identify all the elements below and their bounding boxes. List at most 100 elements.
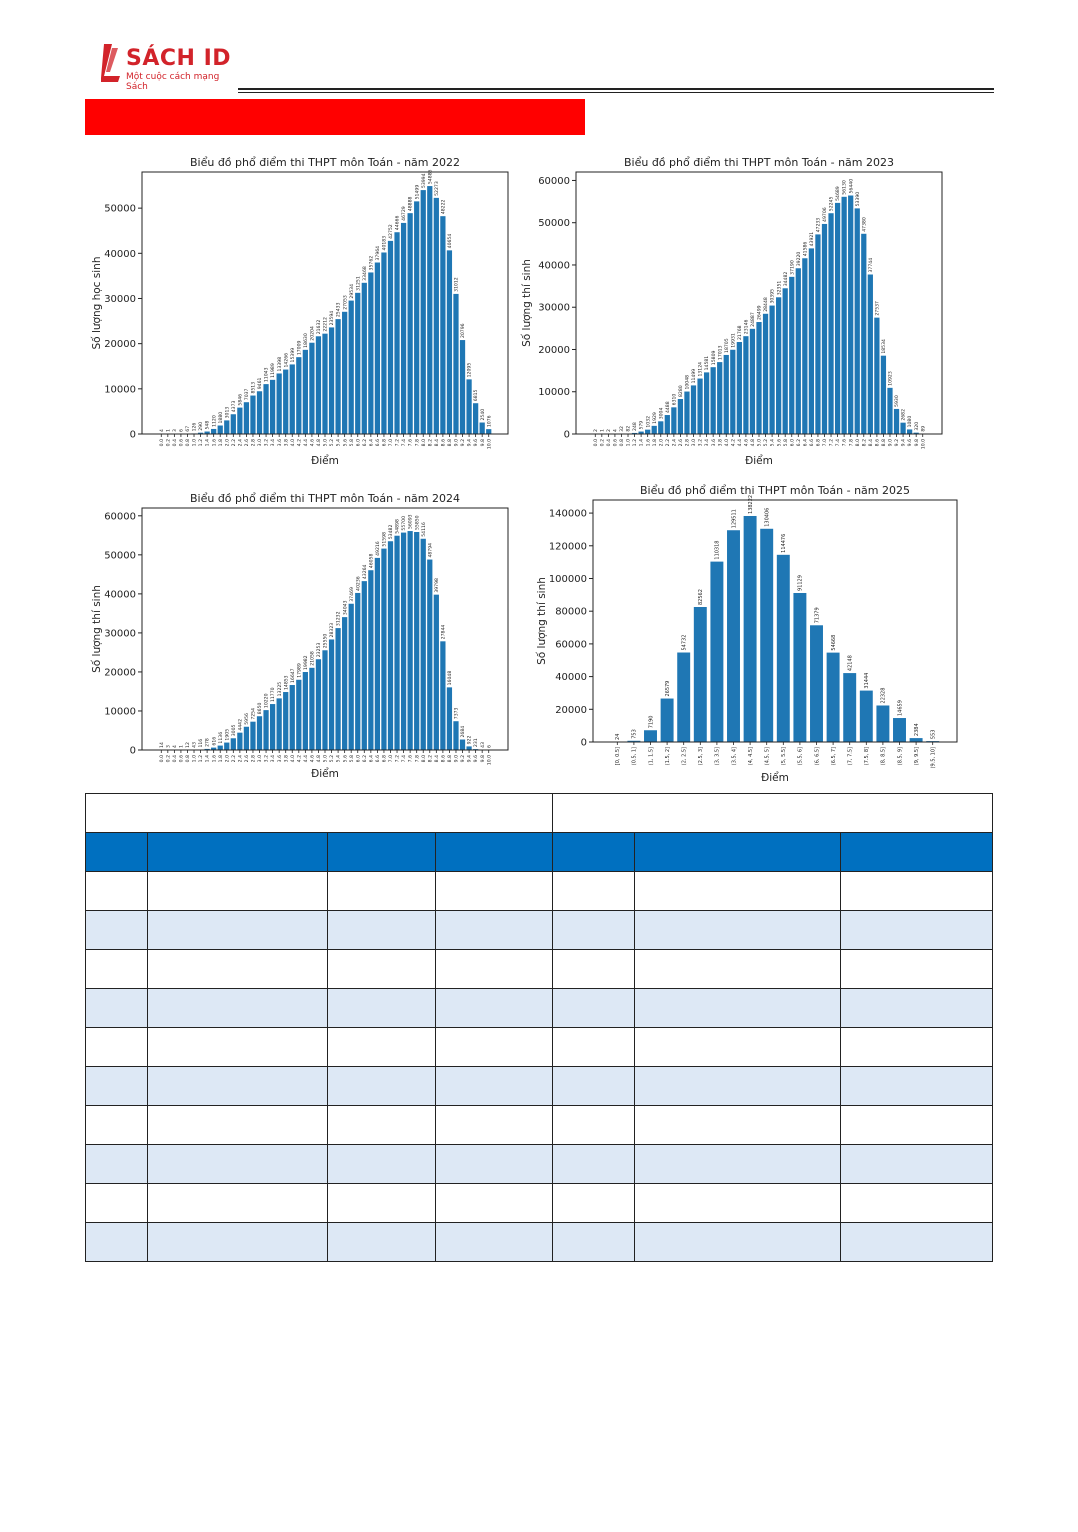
- x-tick-label: 0.0: [159, 439, 165, 446]
- x-tick-label: 10.0: [486, 755, 492, 765]
- plot-frame: [141, 507, 509, 751]
- bar: [710, 561, 724, 742]
- table-row: [85, 871, 994, 911]
- x-tick-label: 1.0: [626, 439, 632, 446]
- x-tick-label: 8.2: [861, 439, 867, 446]
- bar: [269, 379, 276, 434]
- bar: [810, 625, 823, 742]
- bar-value-label: 753: [632, 729, 638, 739]
- x-tick-label: 8.8: [881, 439, 887, 446]
- plot-frame: [141, 171, 509, 435]
- x-axis-label: Điểm: [311, 454, 339, 467]
- bar: [743, 336, 749, 434]
- bar: [466, 379, 472, 434]
- bar: [440, 641, 446, 750]
- bar-value-label: 7190: [648, 716, 654, 729]
- bar: [197, 432, 204, 434]
- bar-value-label: 49706: [822, 207, 828, 222]
- x-tick-label: 4.8: [316, 439, 322, 446]
- bar: [420, 190, 426, 434]
- x-tick-label: 9.6: [473, 439, 479, 446]
- bar: [342, 617, 348, 750]
- x-tick-label: 4.0: [724, 439, 730, 446]
- bar-value-label: 11043: [264, 367, 270, 382]
- x-tick-label: (1.5, 2]: [665, 747, 671, 765]
- bar: [690, 385, 697, 434]
- bar-value-label: 17989: [296, 663, 302, 678]
- x-tick-label: (9, 9.5]: [914, 747, 920, 765]
- bar-value-label: 13225: [277, 682, 283, 697]
- table-header-row: [85, 832, 994, 872]
- x-tick-label: 3.0: [691, 439, 697, 446]
- bar-value-label: 12095: [467, 363, 473, 378]
- x-tick-label: 3.0: [257, 439, 263, 446]
- x-tick-label: 6.8: [382, 439, 388, 446]
- bar-value-label: 52245: [829, 197, 835, 212]
- bar: [627, 740, 641, 742]
- x-tick-label: 0.0: [159, 755, 165, 762]
- x-tick-label: 6.4: [368, 439, 374, 446]
- table-row: [85, 1066, 994, 1106]
- bar-value-label: 126: [192, 423, 198, 432]
- x-tick-label: 7.2: [829, 439, 835, 446]
- x-tick-label: 6.8: [382, 755, 388, 762]
- bar: [289, 685, 295, 750]
- y-tick-label: 60000: [104, 511, 136, 522]
- bar: [217, 425, 223, 434]
- table-header-cell: [85, 832, 148, 872]
- bar: [821, 223, 828, 434]
- bar: [224, 420, 230, 434]
- bar-value-label: 25433: [336, 302, 342, 317]
- x-tick-label: 0.8: [185, 755, 191, 762]
- bar: [802, 258, 808, 434]
- bar-value-label: 16048: [447, 671, 453, 686]
- bar-value-label: 34043: [342, 600, 348, 615]
- bar-value-label: 2540: [480, 409, 486, 421]
- x-tick-label: 3.8: [283, 439, 289, 446]
- x-tick-label: 6.4: [802, 439, 808, 446]
- bar: [374, 557, 381, 750]
- bar: [793, 592, 807, 742]
- table-group-header-row: [85, 793, 994, 833]
- x-tick-label: 1.2: [632, 439, 638, 446]
- x-axis-label: Điểm: [745, 454, 773, 467]
- bar-value-label: 7037: [244, 388, 250, 400]
- bar-value-label: 10048: [685, 375, 691, 390]
- bar: [237, 732, 243, 750]
- x-tick-label: 3.6: [277, 439, 283, 446]
- bar-value-label: 10220: [264, 693, 270, 708]
- chart-svg: Biểu đồ phổ điểm thi THPT môn Toán - năm…: [91, 492, 509, 780]
- bar-value-label: 9461: [257, 377, 263, 389]
- bar: [697, 378, 703, 434]
- bar-value-label: 42752: [388, 224, 394, 239]
- bar-value-label: 47233: [816, 218, 822, 233]
- x-tick-label: 7.4: [835, 439, 841, 446]
- bar-value-label: 67: [185, 426, 191, 432]
- bar-value-label: 4: [172, 745, 178, 748]
- x-tick-label: 7.0: [388, 439, 394, 446]
- table-row: [85, 1222, 994, 1262]
- bar: [769, 305, 775, 434]
- x-tick-label: 5.4: [336, 439, 342, 446]
- x-tick-label: (2, 2.5]: [681, 747, 687, 765]
- y-axis-label: Số lượng thí sinh: [536, 577, 548, 665]
- x-tick-label: 3.4: [704, 439, 710, 446]
- x-tick-label: 7.6: [842, 439, 848, 446]
- x-tick-label: 4.4: [303, 439, 309, 446]
- x-tick-label: 9.2: [460, 755, 466, 762]
- x-tick-label: 1.6: [211, 439, 217, 446]
- bar: [854, 208, 860, 434]
- table-header-cell: [435, 832, 553, 872]
- x-tick-label: (7, 7.5]: [847, 747, 853, 765]
- bar-value-label: 19931: [730, 333, 736, 348]
- bar: [315, 659, 322, 750]
- bar: [834, 202, 841, 434]
- x-tick-label: 7.2: [395, 439, 401, 446]
- y-tick-label: 60000: [555, 639, 587, 650]
- bar: [368, 570, 374, 750]
- bar: [459, 739, 466, 750]
- x-tick-label: 4.6: [310, 755, 316, 762]
- bar-value-label: 27537: [874, 301, 880, 316]
- bar: [693, 607, 707, 742]
- x-tick-label: 7.4: [401, 755, 407, 762]
